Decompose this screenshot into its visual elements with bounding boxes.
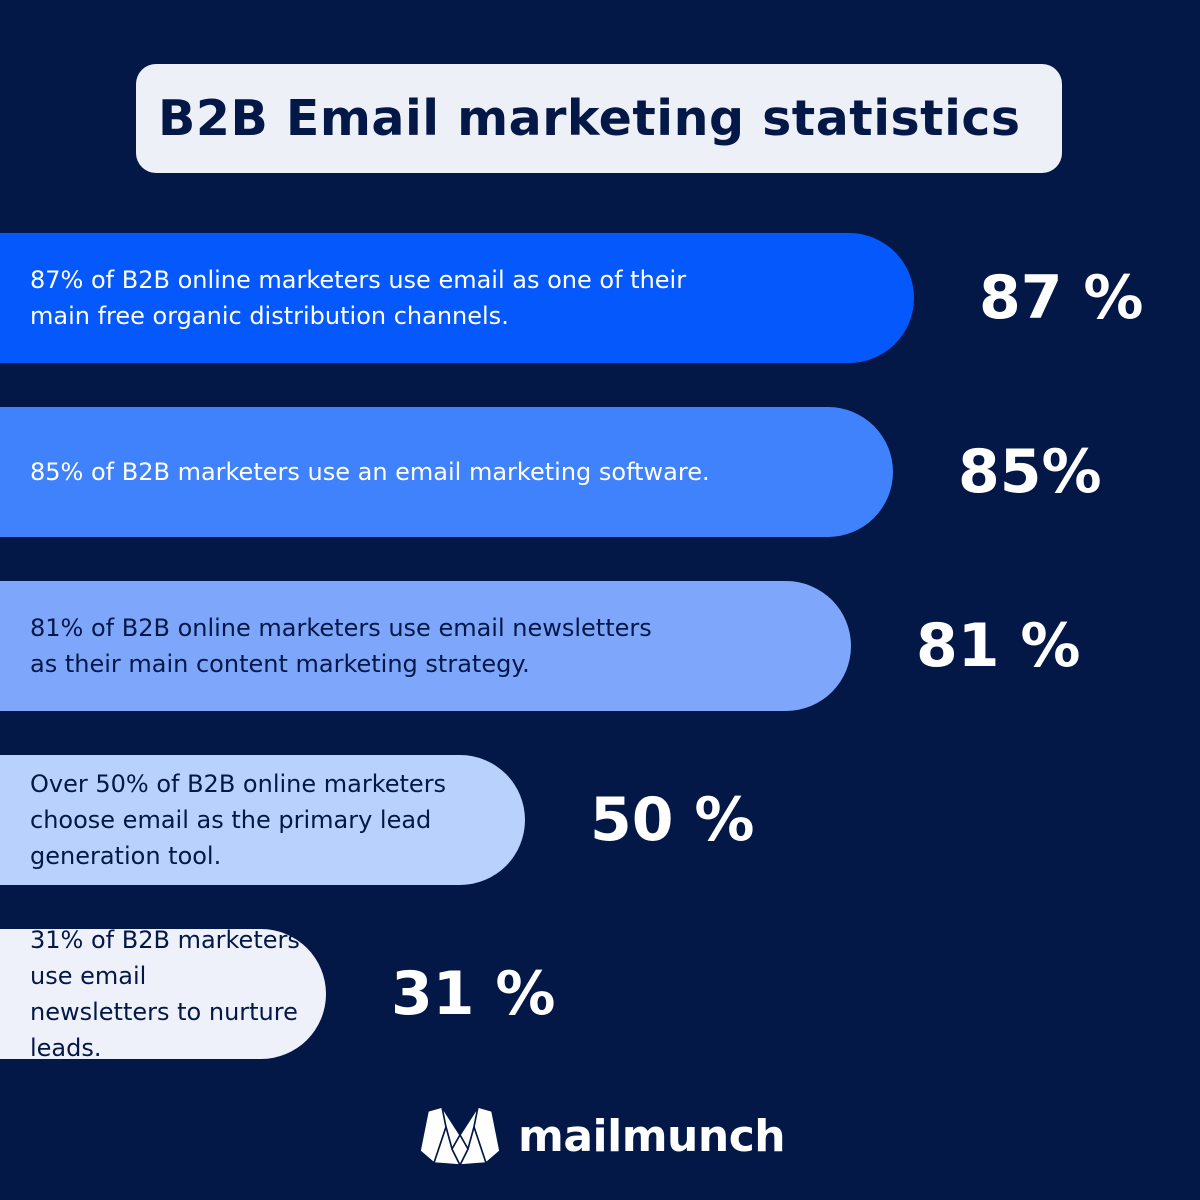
bar-value-5: 31 % — [391, 959, 556, 1029]
bar-value-4: 50 % — [590, 785, 755, 855]
bar-value-3: 81 % — [916, 611, 1081, 681]
bar-4: Over 50% of B2B online marketers choose … — [0, 755, 525, 885]
bar-label-4: Over 50% of B2B online marketers choose … — [30, 770, 447, 870]
bar-label-1: 87% of B2B online marketers use email as… — [30, 266, 687, 330]
bar-value-2: 85% — [958, 437, 1102, 507]
page-title: B2B Email marketing statistics — [158, 90, 1021, 147]
bar-value-1: 87 % — [979, 263, 1144, 333]
bar-3: 81% of B2B online marketers use email ne… — [0, 581, 851, 711]
bar-5: 31% of B2B marketers use email newslette… — [0, 926, 326, 1062]
bar-2: 85% of B2B marketers use an email market… — [0, 407, 893, 537]
bar-label-2: 85% of B2B marketers use an email market… — [30, 458, 710, 486]
mailmunch-logo-icon — [419, 1106, 501, 1166]
brand-logo: mailmunch — [416, 1104, 786, 1168]
title-box: B2B Email marketing statistics — [136, 64, 1062, 173]
bar-label-5: 31% of B2B marketers use email newslette… — [30, 926, 300, 1062]
bar-1: 87% of B2B online marketers use email as… — [0, 233, 914, 363]
bar-label-3: 81% of B2B online marketers use email ne… — [30, 614, 652, 678]
brand-name: mailmunch — [518, 1110, 786, 1162]
